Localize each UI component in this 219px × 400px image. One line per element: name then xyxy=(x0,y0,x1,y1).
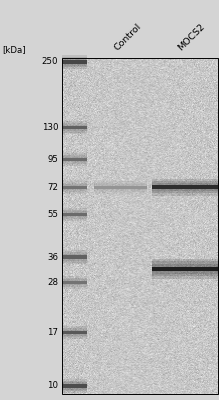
Bar xyxy=(152,181,218,194)
Bar xyxy=(62,155,87,164)
Bar xyxy=(62,254,87,260)
Text: 28: 28 xyxy=(47,278,58,287)
Bar xyxy=(62,213,87,216)
Text: [kDa]: [kDa] xyxy=(2,45,26,54)
Bar xyxy=(62,186,87,189)
Bar xyxy=(152,264,218,274)
Bar xyxy=(62,60,87,64)
Bar xyxy=(62,380,87,392)
Text: MOCS2: MOCS2 xyxy=(177,22,207,52)
Bar xyxy=(152,267,218,271)
Text: 36: 36 xyxy=(47,252,58,262)
Bar xyxy=(62,123,87,132)
Text: 95: 95 xyxy=(47,155,58,164)
Bar xyxy=(62,326,87,339)
Text: 17: 17 xyxy=(47,328,58,337)
Bar xyxy=(62,156,87,162)
Bar xyxy=(62,58,87,66)
Bar xyxy=(62,58,218,394)
Bar xyxy=(94,182,147,192)
Bar xyxy=(94,186,147,189)
Bar xyxy=(62,55,87,69)
Bar xyxy=(62,126,87,129)
Bar xyxy=(62,330,87,336)
Bar xyxy=(62,250,87,264)
Bar xyxy=(152,186,218,189)
Bar xyxy=(152,179,218,196)
Bar xyxy=(62,256,87,259)
Bar xyxy=(62,210,87,219)
Bar xyxy=(62,276,87,289)
Text: 130: 130 xyxy=(42,123,58,132)
Text: 72: 72 xyxy=(47,183,58,192)
Bar xyxy=(94,184,147,190)
Bar xyxy=(62,125,87,131)
Bar xyxy=(62,56,87,68)
Bar xyxy=(62,208,87,221)
Bar xyxy=(62,278,87,287)
Bar xyxy=(62,281,87,284)
Text: 55: 55 xyxy=(47,210,58,219)
Bar xyxy=(152,262,218,276)
Bar xyxy=(62,382,87,390)
Bar xyxy=(62,252,87,262)
Bar xyxy=(62,379,87,393)
Text: Control: Control xyxy=(113,22,144,52)
Bar xyxy=(62,211,87,218)
Bar xyxy=(62,121,87,134)
Bar xyxy=(62,384,87,388)
Bar xyxy=(62,184,87,190)
Bar xyxy=(62,153,87,166)
Bar xyxy=(62,182,87,192)
Text: 250: 250 xyxy=(42,58,58,66)
Bar xyxy=(62,181,87,194)
Bar xyxy=(62,158,87,161)
Text: 10: 10 xyxy=(47,382,58,390)
Bar xyxy=(62,328,87,337)
Bar xyxy=(62,331,87,334)
Bar xyxy=(152,183,218,191)
Bar xyxy=(94,181,147,194)
Bar xyxy=(152,259,218,279)
Bar xyxy=(62,279,87,286)
